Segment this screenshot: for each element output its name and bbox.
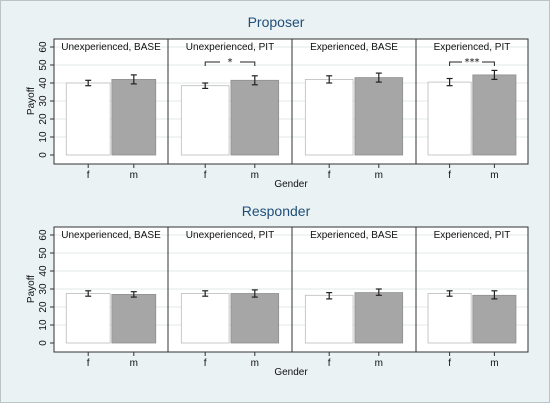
x-tick-label: m <box>375 358 383 369</box>
significance-marker: *** <box>465 57 480 68</box>
plot-frame <box>53 226 529 353</box>
significance-marker: * <box>228 57 233 68</box>
y-tick-label: 0 <box>38 340 49 346</box>
bar-m <box>230 293 280 344</box>
bar-m <box>111 293 157 344</box>
x-tick-label: m <box>251 358 259 369</box>
y-tick-label: 40 <box>38 77 49 89</box>
panel-title: Experienced, PIT <box>434 42 511 53</box>
y-tick-label: 10 <box>38 131 49 143</box>
y-tick-label: 0 <box>38 152 49 158</box>
bar-f <box>304 79 354 156</box>
x-tick-label: m <box>130 358 138 369</box>
y-tick-label: 60 <box>38 41 49 53</box>
x-tick-label: f <box>87 358 90 369</box>
y-tick-label: 20 <box>38 113 49 125</box>
bar-m <box>111 79 157 156</box>
x-axis-label: Gender <box>274 179 308 190</box>
block-title: Proposer <box>248 14 305 30</box>
panel-title: Experienced, BASE <box>310 42 398 53</box>
y-axis-label: Payoff <box>26 87 37 115</box>
bar-f <box>180 85 230 156</box>
x-tick-label: m <box>490 170 498 181</box>
y-tick-label: 50 <box>38 59 49 71</box>
x-axis-label: Gender <box>274 367 308 378</box>
y-tick-label: 30 <box>38 95 49 107</box>
bar-m <box>354 292 404 344</box>
bar-f <box>427 81 472 156</box>
bar-f <box>65 82 111 156</box>
panel-title: Unexperienced, BASE <box>61 42 161 53</box>
bar-f <box>427 293 472 344</box>
x-tick-label: m <box>251 170 259 181</box>
panel-title: Experienced, PIT <box>434 230 511 241</box>
y-tick-label: 60 <box>38 229 49 241</box>
y-axis-label: Payoff <box>26 275 37 303</box>
significance-bracket <box>449 61 495 66</box>
block-title: Responder <box>242 203 311 219</box>
bar-m <box>230 79 280 156</box>
plot-frame <box>53 38 529 165</box>
y-tick-label: 30 <box>38 283 49 295</box>
significance-bracket <box>204 61 256 66</box>
x-tick-label: m <box>490 358 498 369</box>
panel-title: Unexperienced, BASE <box>61 230 161 241</box>
bar-m <box>472 294 517 344</box>
x-tick-label: m <box>375 170 383 181</box>
x-tick-label: f <box>328 358 331 369</box>
bar-f <box>180 293 230 344</box>
x-tick-label: f <box>328 170 331 181</box>
y-tick-label: 10 <box>38 319 49 331</box>
x-tick-label: f <box>448 170 451 181</box>
bar-f <box>304 294 354 344</box>
y-tick-label: 20 <box>38 301 49 313</box>
x-tick-label: f <box>204 170 207 181</box>
x-tick-label: f <box>87 170 90 181</box>
panel-title: Experienced, BASE <box>310 230 398 241</box>
x-tick-label: m <box>130 170 138 181</box>
bar-m <box>354 77 404 156</box>
y-tick-label: 40 <box>38 265 49 277</box>
x-tick-label: f <box>204 358 207 369</box>
bar-m <box>472 74 517 156</box>
y-tick-label: 50 <box>38 247 49 259</box>
bar-f <box>65 293 111 344</box>
panel-title: Unexperienced, PIT <box>186 42 274 53</box>
panel-title: Unexperienced, PIT <box>186 230 274 241</box>
x-tick-label: f <box>448 358 451 369</box>
